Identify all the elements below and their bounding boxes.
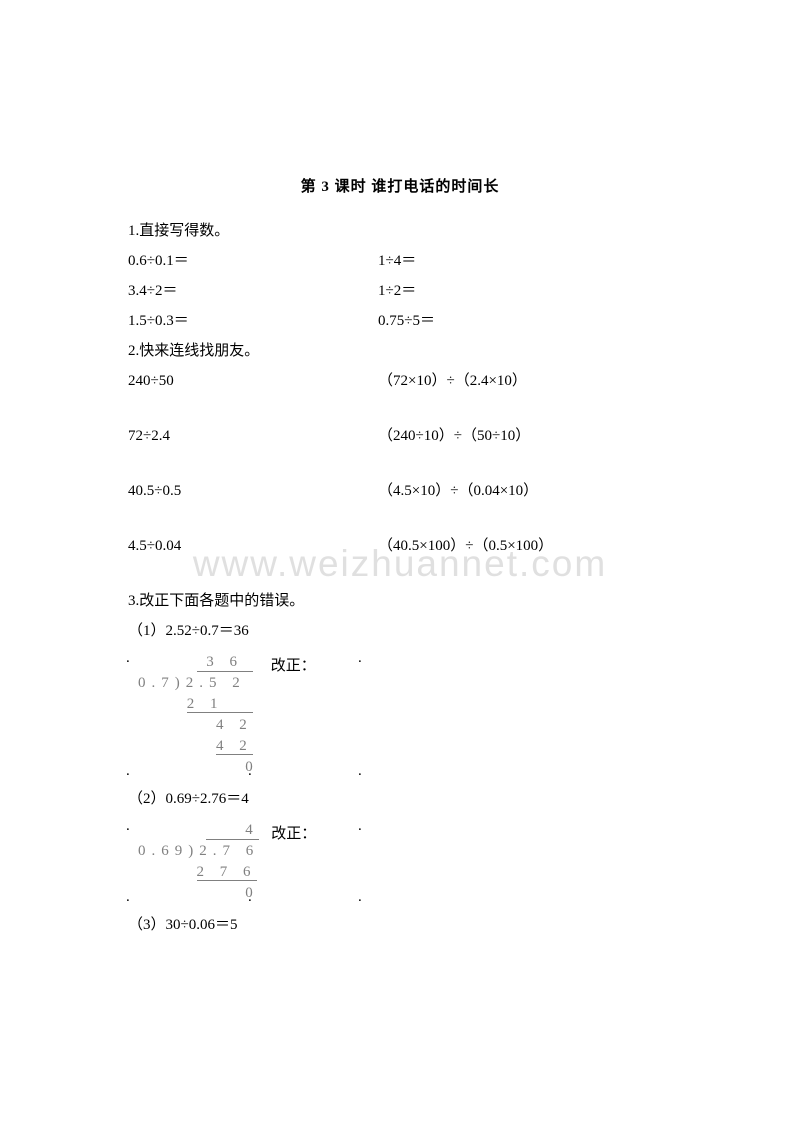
dot-icon: . (358, 763, 362, 780)
q1-r2-right: 1÷2＝ (378, 276, 672, 306)
dot-icon: . (126, 650, 130, 667)
q2-row-2: 72÷2.4 （240÷10）÷（50÷10） (128, 421, 672, 451)
d1-step1: 2 1 (138, 694, 259, 715)
lesson-title: 第 3 课时 谁打电话的时间长 (128, 175, 672, 196)
d2-remainder: 0 (138, 883, 259, 904)
q1-row-2: 3.4÷2＝ 1÷2＝ (128, 276, 672, 306)
dot-icon: . (248, 889, 252, 906)
d2-quotient: 4 (138, 820, 259, 841)
division1-work: 3 6 0.7)2.5 2 2 1 4 2 4 2 0 (138, 652, 259, 778)
dot-icon: . (358, 818, 362, 835)
d2-dividend-line: 0.69)2.7 6 (138, 841, 259, 862)
q2-row-3: 40.5÷0.5 （4.5×10）÷（0.04×10） (128, 476, 672, 506)
q3-sub1: （1）2.52÷0.7＝36 (128, 616, 672, 646)
q3-sub3: （3）30÷0.06＝5 (128, 910, 672, 940)
dot-icon: . (248, 763, 252, 780)
q2-r1-left: 240÷50 (128, 366, 378, 396)
long-division-1: . . 3 6 0.7)2.5 2 2 1 4 2 4 2 0 改正： . . … (128, 652, 672, 778)
q1-r3-right: 0.75÷5＝ (378, 306, 672, 336)
q2-r3-right: （4.5×10）÷（0.04×10） (378, 476, 672, 506)
d2-step1: 2 7 6 (138, 862, 259, 883)
long-division-2: . . 4 0.69)2.7 6 2 7 6 0 改正： . . . (128, 820, 672, 904)
q2-r2-right: （240÷10）÷（50÷10） (378, 421, 672, 451)
dot-icon: . (358, 650, 362, 667)
dot-icon: . (126, 818, 130, 835)
q2-row-1: 240÷50 （72×10）÷（2.4×10） (128, 366, 672, 396)
d1-step3: 4 2 (138, 736, 259, 757)
q1-r3-left: 1.5÷0.3＝ (128, 306, 378, 336)
document-content: 第 3 课时 谁打电话的时间长 1.直接写得数。 0.6÷0.1＝ 1÷4＝ 3… (0, 0, 800, 940)
q2-r2-left: 72÷2.4 (128, 421, 378, 451)
dot-icon: . (358, 889, 362, 906)
q1-heading: 1.直接写得数。 (128, 216, 672, 246)
q3-sub2: （2）0.69÷2.76＝4 (128, 784, 672, 814)
q1-r1-left: 0.6÷0.1＝ (128, 246, 378, 276)
dot-icon: . (126, 889, 130, 906)
q2-heading: 2.快来连线找朋友。 (128, 336, 672, 366)
q1-row-3: 1.5÷0.3＝ 0.75÷5＝ (128, 306, 672, 336)
d1-step2: 4 2 (138, 715, 259, 736)
q3-heading: 3.改正下面各题中的错误。 (128, 586, 672, 616)
dot-icon: . (126, 763, 130, 780)
d1-quotient: 3 6 (138, 652, 259, 673)
q1-r1-right: 1÷4＝ (378, 246, 672, 276)
division2-work: 4 0.69)2.7 6 2 7 6 0 (138, 820, 259, 904)
d1-remainder: 0 (138, 757, 259, 778)
correct-label-2: 改正： (271, 822, 316, 843)
q2-row-4: 4.5÷0.04 （40.5×100）÷（0.5×100） (128, 531, 672, 561)
d1-dividend-line: 0.7)2.5 2 (138, 673, 259, 694)
correct-label-1: 改正： (271, 654, 316, 675)
q1-r2-left: 3.4÷2＝ (128, 276, 378, 306)
q1-row-1: 0.6÷0.1＝ 1÷4＝ (128, 246, 672, 276)
q2-r4-left: 4.5÷0.04 (128, 531, 378, 561)
q2-r1-right: （72×10）÷（2.4×10） (378, 366, 672, 396)
q2-r3-left: 40.5÷0.5 (128, 476, 378, 506)
q2-r4-right: （40.5×100）÷（0.5×100） (378, 531, 672, 561)
